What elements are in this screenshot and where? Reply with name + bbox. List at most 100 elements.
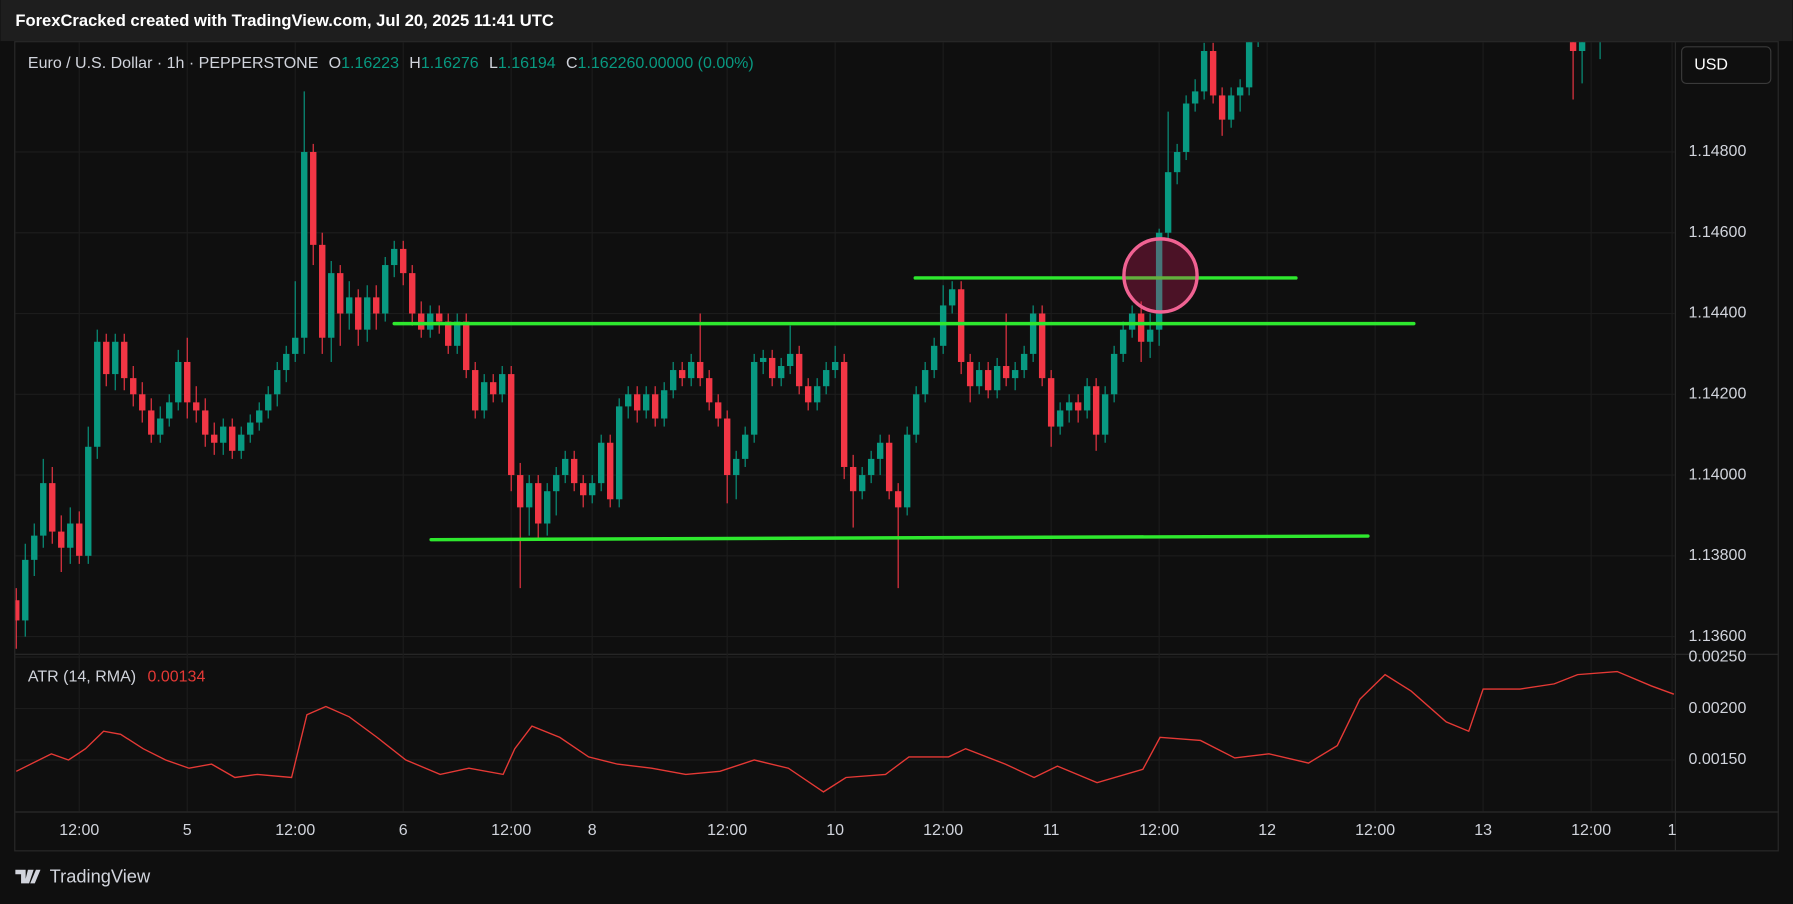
candle-body — [1173, 151, 1181, 173]
candle-body — [570, 458, 578, 484]
candle-body — [463, 321, 470, 371]
candle-body — [903, 434, 911, 508]
candle-body — [1011, 370, 1019, 379]
candle-body — [1245, 42, 1253, 88]
candle-body — [373, 297, 380, 314]
candle-body — [1200, 51, 1208, 92]
logo-text[interactable]: TradingView — [50, 866, 151, 887]
candle-body — [211, 434, 218, 443]
candle-body — [579, 483, 587, 496]
x-tick-label: 12:00 — [491, 822, 531, 839]
candle-body — [633, 394, 641, 411]
candle-body — [508, 374, 515, 476]
candle-body — [696, 361, 704, 379]
x-tick-label: 12:00 — [1139, 822, 1179, 839]
x-tick-label: 8 — [588, 822, 597, 839]
candle-body — [220, 426, 227, 443]
y-tick-label: 0.00250 — [1689, 648, 1747, 665]
candle-body — [175, 361, 182, 403]
atr-value: 0.00134 — [148, 669, 206, 686]
x-tick-label: 6 — [399, 822, 408, 839]
candle-body — [804, 386, 812, 403]
candle-body — [517, 475, 524, 508]
highlight-circle — [1122, 237, 1199, 314]
candle-body — [256, 410, 263, 423]
candle-body — [283, 353, 290, 371]
candle-body — [310, 151, 317, 245]
footer-logo[interactable]: TradingView — [15, 866, 151, 887]
candle-body — [436, 313, 443, 322]
candle-body — [1128, 313, 1136, 330]
candle-body — [858, 475, 866, 492]
atr-title: ATR (14, RMA) — [28, 669, 136, 686]
candle-body — [40, 483, 47, 536]
axes: 12:00 5 12:00 6 12:00 8 12:00 10 12:00 11 12:00 12 1… — [59, 143, 1746, 839]
candle-body — [292, 337, 299, 354]
candle-body — [777, 366, 785, 379]
candle-body — [94, 341, 101, 447]
candle-body — [364, 297, 371, 330]
symbol-name: Euro / U.S. Dollar · 1h · PEPPERSTONE — [28, 55, 318, 72]
candle-body — [355, 297, 362, 330]
candle-body — [606, 442, 614, 500]
candle-body — [274, 370, 281, 395]
candle-body — [876, 442, 884, 459]
candle-body — [597, 442, 605, 484]
ohlc-value: 1.16194 — [498, 55, 556, 72]
candle-body — [1065, 402, 1073, 411]
candle-body — [193, 402, 200, 411]
candle-body — [786, 353, 794, 367]
candle-body — [1569, 42, 1577, 52]
y-tick-label: 1.13600 — [1689, 628, 1747, 645]
candle-body — [1209, 51, 1217, 96]
candle-body — [58, 531, 65, 548]
currency-button-box[interactable] — [1681, 46, 1772, 84]
candle-body — [184, 361, 191, 403]
atr-line — [15, 670, 1675, 793]
candle-body — [714, 402, 722, 419]
candle-body — [490, 382, 497, 395]
candle-body — [939, 305, 947, 346]
candle-body — [130, 378, 137, 395]
candle-body — [1191, 91, 1199, 104]
candle-body — [409, 273, 416, 314]
currency-button[interactable]: USD — [1681, 46, 1772, 84]
candle-body — [148, 410, 155, 435]
ohlc-key: L — [489, 55, 498, 72]
ohlc-key: O — [329, 55, 341, 72]
logo-icon[interactable] — [15, 869, 41, 884]
candle-body — [813, 386, 821, 403]
ohlc-key: C — [566, 55, 578, 72]
candle-body — [1110, 353, 1118, 395]
candle-body — [1236, 87, 1244, 96]
currency-label[interactable]: USD — [1694, 56, 1728, 73]
candle-body — [139, 394, 146, 411]
candle-body — [642, 394, 650, 411]
candle-body — [588, 483, 596, 496]
top-bar — [0, 0, 1793, 42]
candle-body — [157, 418, 164, 435]
candle-body — [975, 370, 983, 387]
ohlc-value: 1.16223 — [341, 55, 399, 72]
y-tick-label: 1.14600 — [1689, 224, 1747, 241]
candle-body — [669, 370, 677, 391]
candle-body — [85, 446, 92, 556]
candle-body — [454, 321, 461, 346]
candle-body — [930, 345, 938, 371]
ohlc-value: 0.00000 (0.00%) — [635, 55, 753, 72]
candle-body — [337, 273, 344, 314]
candle-body — [1074, 402, 1082, 411]
candle-body — [247, 422, 254, 435]
candle-body — [768, 357, 776, 379]
candle-body — [202, 410, 209, 435]
candle-body — [15, 600, 20, 621]
candle-body — [966, 361, 974, 387]
x-tick-label: 12:00 — [707, 822, 747, 839]
x-tick-label: 12:00 — [275, 822, 315, 839]
candle-body — [741, 434, 749, 459]
candle-body — [391, 248, 398, 266]
y-tick-label: 1.14200 — [1689, 385, 1747, 402]
candle-body — [31, 535, 38, 560]
symbol-legend: Euro / U.S. Dollar · 1h · PEPPERSTONE O1.… — [28, 55, 754, 72]
